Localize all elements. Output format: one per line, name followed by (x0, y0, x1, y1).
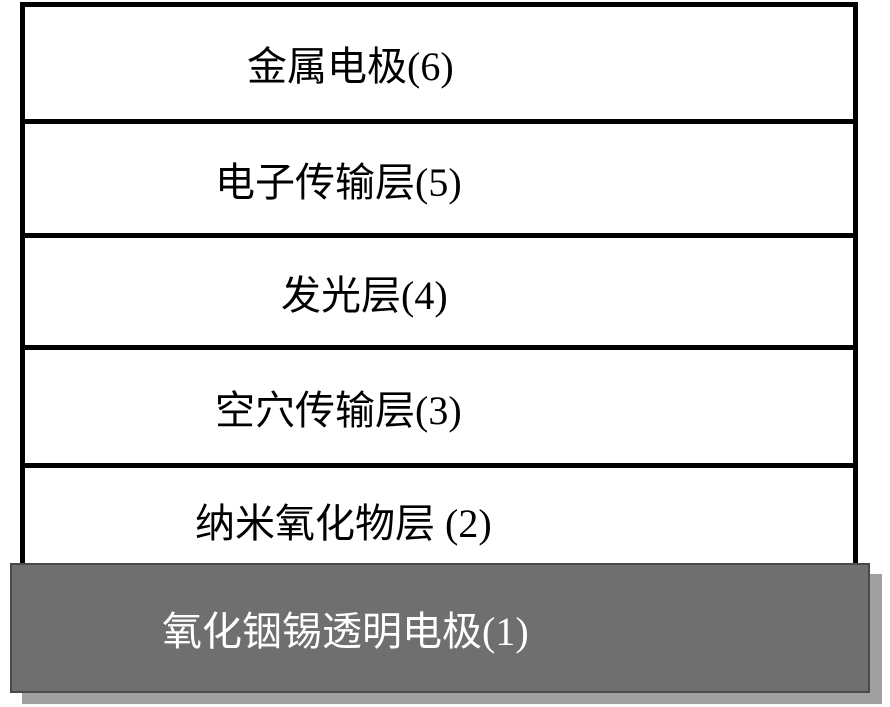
layer-stack: 金属电极(6) 电子传输层(5) 发光层(4) 空穴传输层(3) 纳米氧化物层 (2) (20, 2, 858, 567)
layer-row: 金属电极(6) (25, 7, 853, 119)
layer-label: 空穴传输层(3) (215, 378, 462, 436)
bottom-layer-label: 氧化铟锡透明电极(1) (162, 599, 529, 657)
layer-label: 金属电极(6) (247, 34, 454, 92)
layer-row: 发光层(4) (25, 233, 853, 345)
layer-label: 发光层(4) (281, 263, 448, 321)
layer-label: 纳米氧化物层 (2) (195, 491, 492, 549)
layer-row: 电子传输层(5) (25, 119, 853, 233)
layer-row: 空穴传输层(3) (25, 345, 853, 463)
bottom-layer: 氧化铟锡透明电极(1) (10, 563, 870, 693)
layer-row: 纳米氧化物层 (2) (25, 463, 853, 572)
layer-label: 电子传输层(5) (215, 150, 462, 208)
